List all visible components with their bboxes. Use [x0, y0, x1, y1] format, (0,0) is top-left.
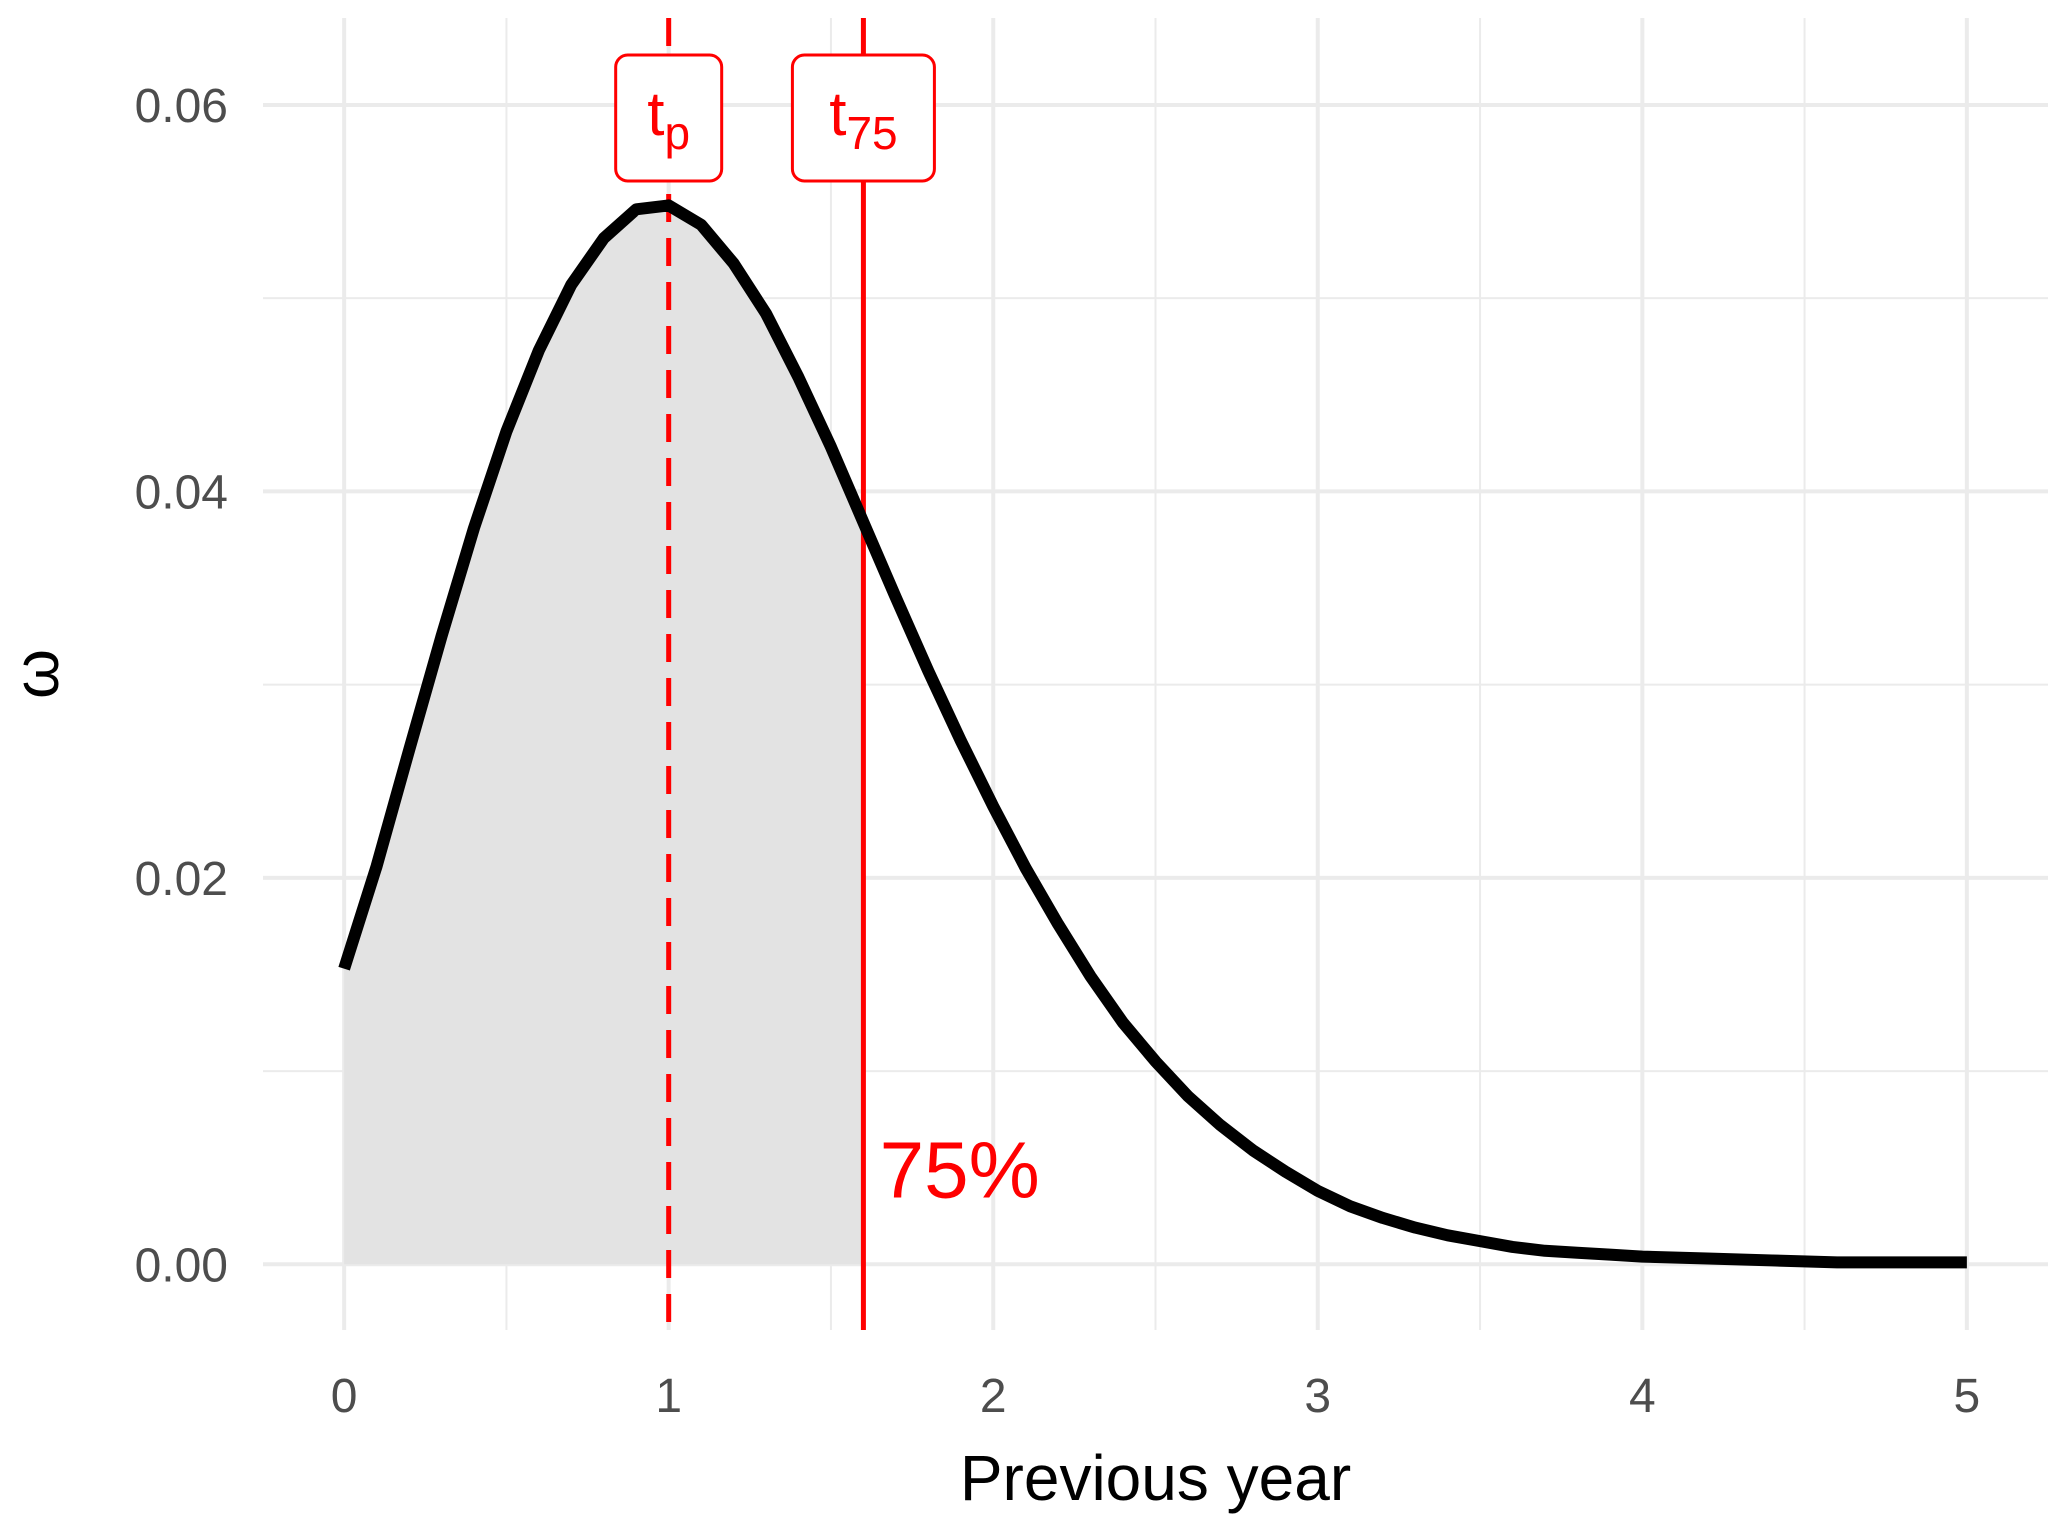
reference-label-subscript: p	[665, 107, 691, 159]
reference-labels: tp t75	[614, 53, 936, 183]
y-tick-label: 0.04	[135, 466, 228, 519]
x-tick-label: 0	[331, 1370, 358, 1423]
shaded-region	[344, 205, 864, 1265]
reference-label-box	[614, 53, 724, 183]
x-tick-label: 2	[980, 1370, 1007, 1423]
y-tick-label: 0.06	[135, 80, 228, 133]
x-tick-labels: 0 1 2 3 4 5	[331, 1370, 1980, 1423]
percent-annotation: 75%	[880, 1125, 1040, 1214]
y-axis-title: ω	[0, 649, 72, 699]
y-tick-label: 0.02	[135, 853, 228, 906]
reference-label-main: t	[647, 80, 664, 149]
density-curve	[338, 199, 1967, 1269]
curve-line	[338, 199, 1967, 1269]
x-axis-title: Previous year	[960, 1442, 1351, 1514]
shaded-area	[344, 205, 864, 1265]
reference-label-main: t	[829, 80, 846, 149]
reference-label-text: tp	[647, 80, 690, 159]
x-tick-label: 4	[1629, 1370, 1656, 1423]
x-tick-label: 3	[1304, 1370, 1331, 1423]
reference-label-subscript: 75	[846, 107, 897, 159]
y-tick-label: 0.00	[135, 1239, 228, 1292]
y-tick-labels: 0.00 0.02 0.04 0.06	[135, 80, 228, 1292]
x-tick-label: 1	[655, 1370, 682, 1423]
reference-lines	[666, 18, 866, 1330]
reference-label-text: t75	[829, 80, 897, 159]
reference-label-box	[790, 53, 936, 183]
x-tick-label: 5	[1954, 1370, 1981, 1423]
